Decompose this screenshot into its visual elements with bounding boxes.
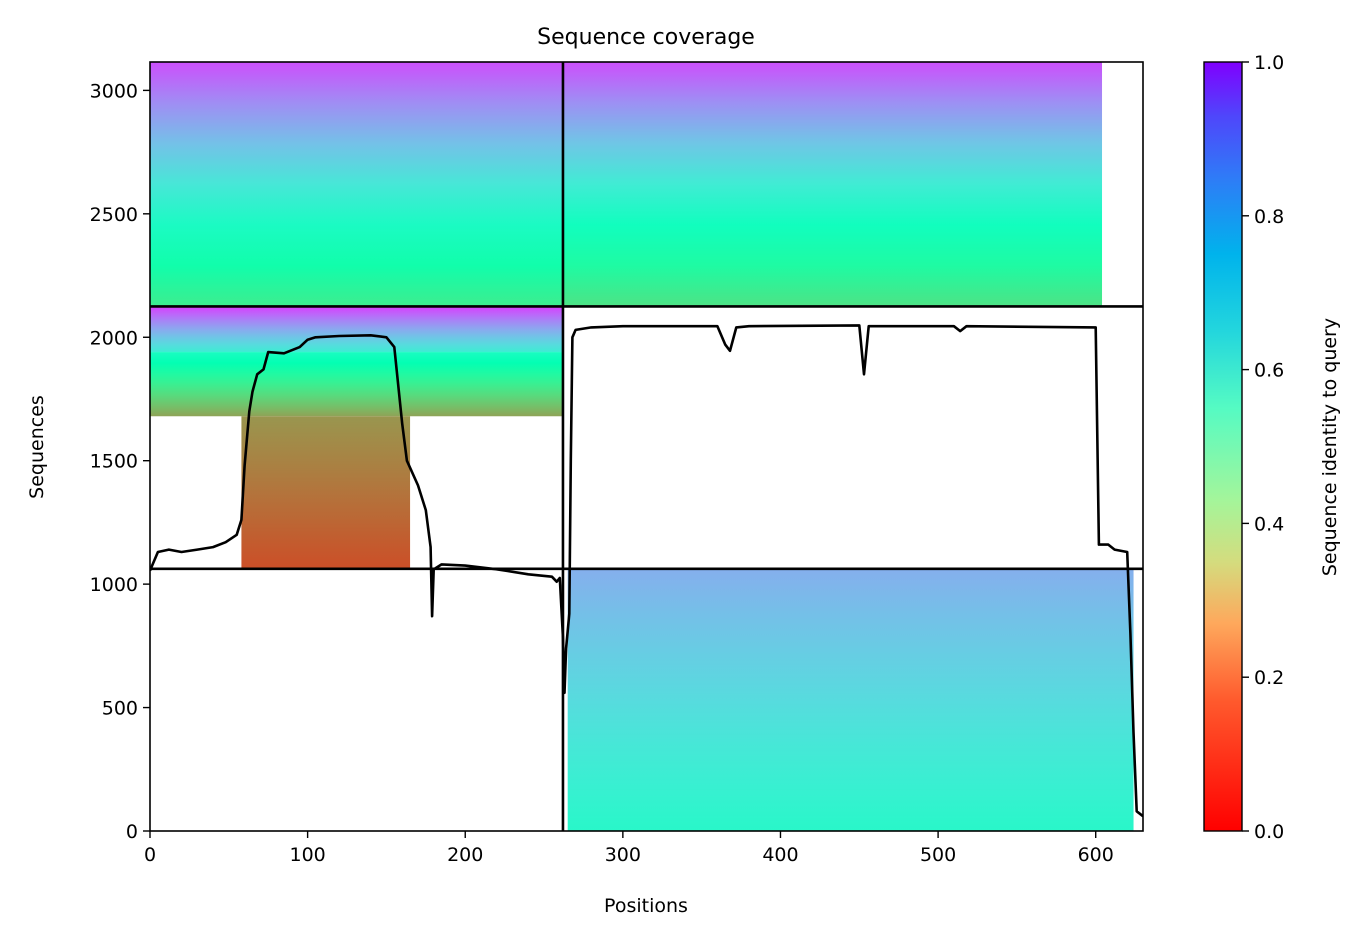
colorbar-tick-label: 0.4: [1254, 513, 1284, 535]
x-axis-ticks: 0 100 200 300 400 500 600: [144, 831, 1114, 866]
heatmap-block: [150, 352, 563, 417]
y-tick-label: 3000: [90, 80, 138, 102]
y-tick-label: 2000: [90, 327, 138, 349]
heatmap-block: [150, 62, 563, 307]
y-tick-label: 2500: [90, 204, 138, 226]
x-tick-label: 200: [447, 844, 483, 866]
heatmap-block: [567, 568, 1134, 831]
colorbar-label: Sequence identity to query: [1319, 318, 1341, 576]
y-tick-label: 0: [126, 821, 138, 843]
y-tick-label: 1000: [90, 574, 138, 596]
y-axis-ticks: 0 500 1000 1500 2000 2500 3000: [90, 80, 150, 843]
x-tick-label: 100: [289, 844, 325, 866]
heatmap-block: [150, 306, 563, 353]
x-tick-label: 300: [605, 844, 641, 866]
x-axis-label: Positions: [604, 895, 688, 917]
coverage-line: [150, 324, 1143, 818]
colorbar-tick-label: 1.0: [1254, 52, 1284, 74]
x-tick-label: 500: [920, 844, 956, 866]
colorbar-tick-label: 0.8: [1254, 206, 1284, 228]
chart-title: Sequence coverage: [537, 25, 755, 50]
y-axis-label: Sequences: [26, 395, 48, 499]
colorbar: [1203, 61, 1243, 832]
y-tick-label: 1500: [90, 451, 138, 473]
x-tick-label: 400: [762, 844, 798, 866]
x-tick-label: 0: [144, 844, 156, 866]
colorbar-tick-label: 0.6: [1254, 360, 1284, 382]
colorbar-tick-label: 0.0: [1254, 821, 1284, 843]
colorbar-tick-label: 0.2: [1254, 667, 1284, 689]
heatmap-block: [562, 62, 1103, 307]
colorbar-ticks: 0.0 0.2 0.4 0.6 0.8 1.0: [1242, 52, 1284, 843]
heatmap-block: [241, 416, 411, 569]
plot-frame: [149, 61, 1144, 832]
y-tick-label: 500: [102, 698, 138, 720]
x-tick-label: 600: [1078, 844, 1114, 866]
coverage-heatmap: [150, 62, 1134, 831]
plot-area: [150, 62, 1143, 831]
section-dividers: [150, 62, 1143, 831]
